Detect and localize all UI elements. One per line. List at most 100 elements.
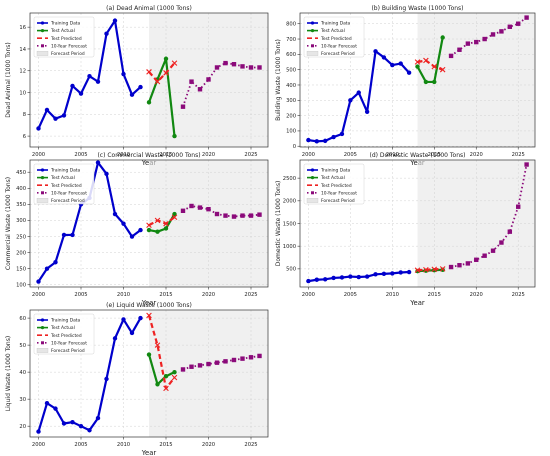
data-point-train [104, 31, 109, 36]
data-point-forecast [257, 353, 262, 359]
legend-label-test_actual: Test Actual [50, 175, 75, 181]
y-tick-label: 200 [286, 113, 296, 119]
series-line-test_actual [148, 213, 176, 233]
data-point-test_pred [146, 312, 152, 319]
data-point-forecast [231, 62, 237, 67]
legend-label-test_pred: Test Predicted [50, 333, 82, 339]
x-tick-label: 2020 [470, 152, 483, 158]
data-point-train [44, 401, 50, 406]
y-tick-label: 16 [19, 25, 26, 31]
x-tick-label: 2005 [74, 292, 87, 298]
data-point-forecast [240, 64, 245, 69]
data-point-train [364, 109, 370, 114]
data-point-train [339, 275, 345, 280]
data-point-forecast [465, 261, 471, 266]
y-tick-label: 14 [19, 47, 26, 53]
y-tick-label: 20 [19, 424, 26, 430]
data-point-train [398, 270, 403, 275]
y-tick-label: 400 [286, 83, 296, 89]
legend-marker-forecast [41, 191, 44, 195]
data-point-train [373, 49, 378, 54]
legend-marker-forecast [41, 44, 44, 48]
x-tick-label: 2025 [244, 442, 257, 448]
data-point-forecast [197, 87, 203, 92]
y-tick-label: 500 [286, 67, 296, 73]
plot-frame [29, 12, 269, 148]
forecast-period-band [149, 310, 268, 437]
series-line-forecast [450, 164, 528, 268]
y-tick-label: 40 [19, 370, 26, 376]
x-tick-label: 2010 [386, 292, 399, 298]
legend-label-train: Training Data [320, 168, 351, 174]
chart-panel-1: 2000 2005 2010 2015 2020 2025 6 8 10 12 14 16 (a) De… [5, 5, 269, 167]
data-point-train [121, 317, 126, 322]
legend-box [33, 16, 95, 58]
data-point-train [61, 421, 67, 426]
series-line-test_actual [147, 354, 175, 386]
x-tick-label: 2015 [428, 292, 441, 298]
y-tick-label: 12 [19, 69, 26, 75]
data-point-test_pred [171, 214, 178, 221]
legend-label-period: Forecast Period [51, 198, 85, 204]
chart-title: (a) Dead Animal (1000 Tons) [106, 5, 192, 12]
y-tick-label: 200 [16, 250, 26, 256]
data-point-forecast [465, 41, 471, 46]
data-point-train [70, 83, 75, 89]
x-tick-label: 2015 [428, 152, 441, 158]
data-point-train [356, 274, 361, 280]
legend-marker-forecast [311, 44, 314, 48]
y-tick-label: 600 [286, 52, 296, 58]
data-point-test_actual [163, 56, 169, 61]
data-point-train [78, 91, 84, 96]
data-point-test_actual [146, 227, 152, 233]
data-point-train [61, 232, 67, 238]
data-point-train [390, 62, 395, 68]
legend-label-test_pred: Test Predicted [320, 36, 352, 42]
data-point-forecast [474, 257, 479, 262]
y-tick-label: 450 [16, 170, 26, 176]
series-line-test_pred [417, 59, 444, 71]
data-point-train [70, 419, 75, 425]
data-point-train [70, 232, 75, 238]
data-point-forecast [214, 65, 220, 70]
legend-swatch-period [36, 348, 49, 353]
series-line-test_actual [416, 37, 444, 84]
data-point-test_pred [163, 70, 169, 76]
legend-box [33, 313, 95, 355]
legend-swatch-period [36, 198, 49, 203]
y-tick-label: 350 [16, 202, 26, 208]
legend-label-period: Forecast Period [51, 348, 85, 354]
data-point-forecast [524, 162, 529, 167]
data-point-train [331, 275, 336, 281]
x-tick-label: 2015 [159, 152, 172, 158]
series-line-test_actual [147, 57, 176, 137]
x-tick-label: 2020 [202, 152, 215, 158]
x-tick-label: 2005 [74, 442, 87, 448]
data-point-train [364, 274, 370, 279]
data-point-forecast [448, 264, 454, 270]
data-point-forecast [180, 104, 186, 109]
data-point-train [314, 139, 319, 144]
series-line-test_pred [148, 216, 176, 227]
data-point-test_pred [163, 220, 169, 227]
data-point-forecast [197, 205, 203, 210]
legend-label-forecast: 10-Year Forecast [51, 340, 87, 346]
x-tick-label: 2000 [32, 292, 45, 298]
data-point-train [36, 126, 41, 131]
data-point-forecast [457, 263, 462, 268]
data-point-forecast [482, 36, 487, 42]
legend-label-test_actual: Test Actual [320, 175, 345, 181]
data-point-train [112, 211, 118, 217]
legend-marker-forecast [311, 191, 314, 195]
y-tick-label: 150 [16, 266, 26, 272]
data-point-test_pred [439, 266, 446, 272]
legend-marker-test_actual [310, 176, 315, 180]
data-point-forecast [516, 21, 521, 26]
y-tick-label: 300 [286, 98, 296, 104]
data-point-forecast [448, 53, 454, 59]
y-axis-label: Domestic Waste (1000 Tons) [275, 181, 282, 267]
